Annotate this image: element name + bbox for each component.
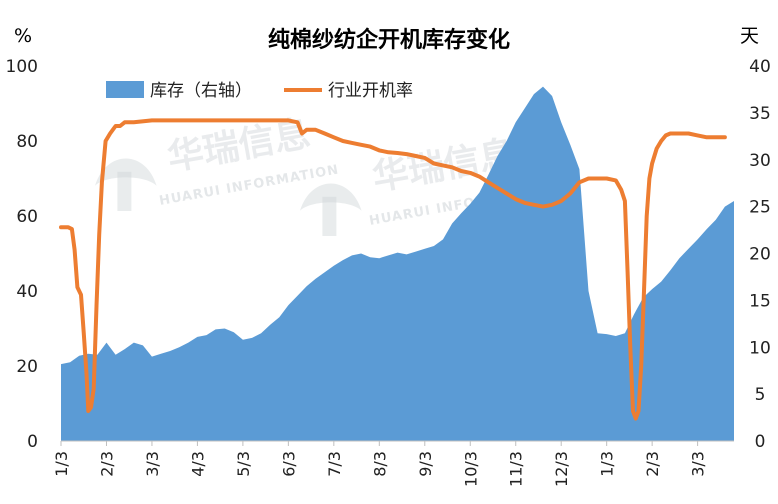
x-tick-label: 3/3 bbox=[689, 451, 708, 477]
right-tick-label: 40 bbox=[749, 57, 771, 77]
x-tick-label: 1/3 bbox=[52, 451, 71, 477]
x-tick-label: 1/3 bbox=[598, 451, 617, 477]
right-tick-label: 20 bbox=[749, 245, 771, 265]
x-tick-label: 5/3 bbox=[234, 451, 253, 477]
chart-title: 纯棉纱纺企开机库存变化 bbox=[268, 27, 510, 53]
legend-inventory-swatch bbox=[106, 81, 144, 98]
right-tick-label: 0 bbox=[755, 432, 766, 452]
right-axis-unit: 天 bbox=[740, 25, 759, 47]
legend-inventory-label: 库存（右轴） bbox=[150, 81, 252, 101]
x-tick-label: 2/3 bbox=[643, 451, 662, 477]
left-tick-label: 80 bbox=[16, 132, 38, 152]
watermark-logo-right-icon bbox=[300, 183, 362, 236]
left-tick-label: 20 bbox=[16, 357, 38, 377]
legend: 库存（右轴） 行业开机率 bbox=[106, 81, 413, 101]
inventory-area-layer bbox=[61, 86, 734, 441]
x-tick-label: 9/3 bbox=[416, 451, 435, 477]
right-axis-ticks: 0 5 10 15 20 25 30 35 40 bbox=[749, 57, 771, 452]
inventory-area bbox=[61, 86, 734, 441]
rate-line-layer bbox=[59, 118, 727, 421]
watermark-logo-left-icon bbox=[95, 158, 157, 211]
left-axis-unit: % bbox=[14, 25, 32, 47]
x-tick-label: 7/3 bbox=[325, 451, 344, 477]
right-tick-label: 30 bbox=[749, 151, 771, 171]
right-tick-label: 10 bbox=[749, 338, 771, 358]
right-tick-label: 5 bbox=[755, 385, 766, 405]
right-tick-label: 35 bbox=[749, 104, 771, 124]
left-tick-label: 100 bbox=[6, 57, 38, 77]
x-tick-label: 8/3 bbox=[370, 451, 389, 477]
x-tick-label: 6/3 bbox=[279, 451, 298, 477]
left-tick-label: 60 bbox=[16, 207, 38, 227]
left-tick-label: 40 bbox=[16, 282, 38, 302]
left-tick-label: 0 bbox=[27, 432, 38, 452]
x-tick-label: 12/3 bbox=[552, 451, 571, 487]
x-tick-label: 4/3 bbox=[188, 451, 207, 477]
x-tick-label: 3/3 bbox=[143, 451, 162, 477]
watermark-left: 华瑞信息 HUARUI INFORMATION bbox=[95, 113, 340, 211]
right-tick-label: 15 bbox=[749, 291, 771, 311]
watermark-brand-left: 华瑞信息 bbox=[164, 113, 313, 178]
rate-line bbox=[59, 118, 727, 421]
legend-rate-label: 行业开机率 bbox=[328, 81, 413, 101]
x-tick-label: 10/3 bbox=[461, 451, 480, 487]
left-axis-ticks: 0 20 40 60 80 100 bbox=[6, 57, 38, 452]
x-tick-label: 2/3 bbox=[97, 451, 116, 477]
x-axis-ticks: 1/3 2/3 3/3 4/3 5/3 6/3 7/3 8/3 9/3 10/3 11/3 12/3 1… bbox=[52, 441, 708, 487]
x-tick-label: 11/3 bbox=[507, 451, 526, 487]
right-tick-label: 25 bbox=[749, 198, 771, 218]
